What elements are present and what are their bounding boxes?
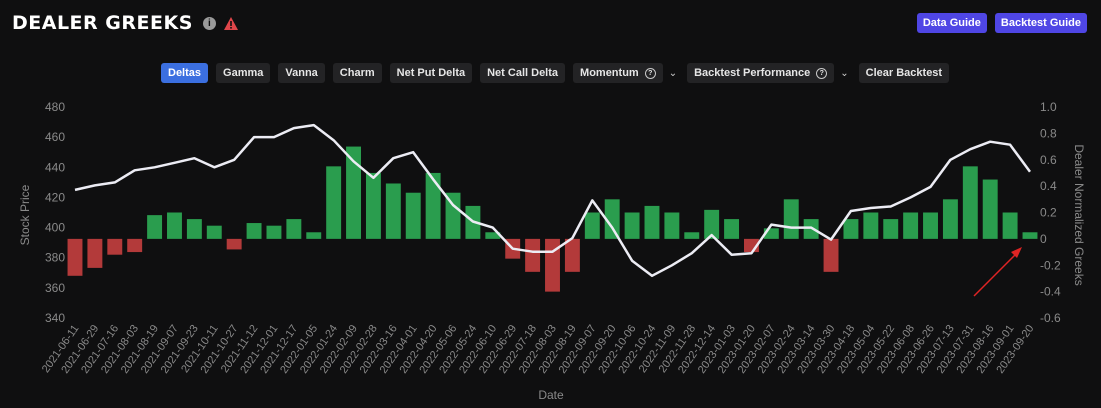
- x-axis-title: Date: [538, 388, 564, 402]
- greek-bar: [843, 219, 859, 239]
- greek-bar: [564, 238, 580, 272]
- info-icon[interactable]: i: [202, 16, 216, 30]
- greek-bar: [823, 238, 839, 272]
- price-line-group: [74, 123, 1032, 278]
- y-tick-label: 420: [45, 190, 65, 204]
- greek-bar: [1022, 232, 1038, 239]
- greek-bar: [644, 205, 660, 239]
- greek-bar: [286, 219, 302, 239]
- y2-axis-title: Dealer Normalized Greeks: [1072, 144, 1086, 285]
- y2-tick-label: 1.0: [1040, 100, 1057, 114]
- greek-bar: [1002, 212, 1018, 239]
- greek-bar: [266, 225, 282, 239]
- tab-vanna[interactable]: Vanna: [278, 63, 325, 83]
- annotation-arrow-head: [1011, 247, 1022, 258]
- greek-bar: [923, 212, 938, 239]
- greek-bar: [584, 212, 600, 239]
- greek-bar: [883, 219, 899, 239]
- greek-bar: [167, 212, 182, 239]
- y-tick-label: 480: [45, 100, 65, 114]
- greek-bar: [664, 212, 680, 239]
- backtest-performance-label: Backtest Performance: [694, 67, 811, 79]
- greeks-toolbar: Deltas Gamma Vanna Charm Net Put Delta N…: [161, 63, 950, 83]
- help-icon[interactable]: ?: [644, 68, 656, 79]
- greek-bar: [147, 215, 163, 239]
- greek-bar: [346, 146, 362, 239]
- y2-tick-label: -0.4: [1040, 285, 1061, 299]
- clear-backtest-button[interactable]: Clear Backtest: [858, 63, 950, 83]
- chevron-down-icon[interactable]: ⌄: [840, 67, 849, 79]
- greek-bar: [306, 232, 322, 239]
- y-tick-label: 460: [45, 130, 65, 144]
- page-title: DEALER GREEKS: [12, 12, 193, 34]
- greek-bar: [783, 199, 799, 239]
- stock-price-line: [74, 123, 1032, 278]
- greek-bars: [67, 146, 1038, 292]
- greek-bar: [425, 172, 441, 239]
- greek-bar: [704, 209, 720, 239]
- greek-bar: [942, 199, 958, 239]
- annotation-arrow-shaft: [973, 252, 1018, 297]
- y-tick-label: 440: [45, 160, 65, 174]
- y-tick-label: 360: [45, 281, 65, 295]
- greek-bar: [485, 232, 501, 239]
- greek-bar: [405, 192, 421, 239]
- greek-bar: [982, 179, 998, 239]
- greek-bar: [962, 166, 978, 239]
- greek-bar: [624, 212, 640, 239]
- greek-bar: [724, 219, 740, 239]
- greek-bar: [763, 228, 779, 239]
- greek-bar: [365, 172, 381, 239]
- greek-bar: [326, 166, 342, 239]
- y2-tick-label: 0.6: [1040, 153, 1057, 167]
- greek-bar: [127, 238, 143, 253]
- greek-bar: [445, 192, 461, 239]
- tab-charm[interactable]: Charm: [332, 63, 382, 83]
- y-tick-label: 400: [45, 221, 65, 235]
- greek-bar: [206, 225, 222, 239]
- greek-bar: [87, 238, 103, 268]
- y2-tick-label: 0.2: [1040, 206, 1057, 220]
- y2-tick-label: -0.2: [1040, 258, 1061, 272]
- y-tick-label: 340: [45, 311, 65, 325]
- greek-bar: [107, 238, 123, 255]
- y2-tick-label: 0.8: [1040, 126, 1057, 140]
- guide-buttons: Data Guide Backtest Guide: [916, 13, 1087, 33]
- tab-gamma[interactable]: Gamma: [216, 63, 271, 83]
- momentum-dropdown[interactable]: Momentum?: [573, 63, 663, 83]
- data-guide-button[interactable]: Data Guide: [916, 13, 987, 33]
- y-tick-label: 380: [45, 251, 65, 265]
- backtest-guide-button[interactable]: Backtest Guide: [994, 13, 1087, 33]
- tab-net-put-delta[interactable]: Net Put Delta: [389, 63, 473, 83]
- greek-bar: [226, 238, 242, 250]
- backtest-performance-dropdown[interactable]: Backtest Performance?: [687, 63, 835, 83]
- greek-bar: [186, 219, 202, 239]
- greek-bar: [903, 212, 919, 239]
- greek-bar: [67, 238, 83, 276]
- y2-tick-label: 0: [1040, 232, 1047, 246]
- greek-bar: [385, 183, 401, 239]
- chevron-down-icon[interactable]: ⌄: [668, 67, 678, 79]
- y2-tick-label: 0.4: [1040, 179, 1057, 193]
- page-header: DEALER GREEKS i: [12, 10, 238, 36]
- warning-icon[interactable]: [223, 16, 238, 30]
- tab-deltas[interactable]: Deltas: [161, 63, 209, 83]
- greek-bar: [604, 199, 620, 239]
- greek-bar: [684, 232, 700, 239]
- tab-net-call-delta[interactable]: Net Call Delta: [480, 63, 566, 83]
- y-axis-title: Stock Price: [18, 184, 32, 245]
- momentum-label: Momentum: [580, 67, 639, 79]
- greek-bar: [863, 212, 879, 239]
- y2-tick-label: -0.6: [1040, 311, 1061, 325]
- annotation-arrow: [973, 247, 1022, 297]
- greek-bar: [525, 238, 541, 272]
- help-icon[interactable]: ?: [816, 68, 828, 79]
- greek-bar: [246, 223, 262, 239]
